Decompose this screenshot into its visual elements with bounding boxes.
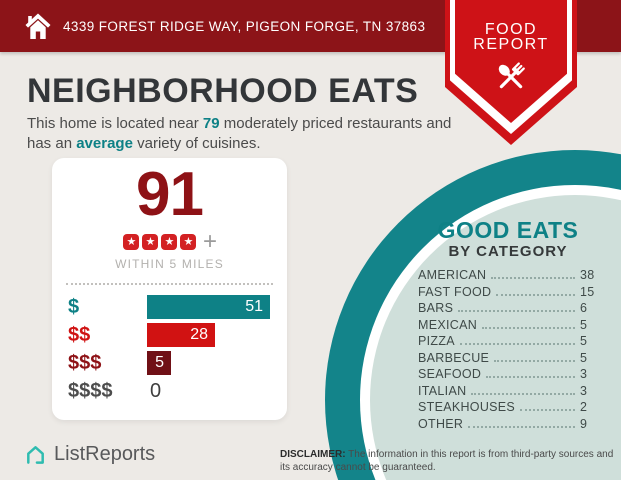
- bar: 0: [147, 379, 161, 403]
- category-row: MEXICAN 5: [418, 317, 588, 332]
- page-title: NEIGHBORHOOD EATS: [27, 72, 419, 110]
- star-icon: ★: [123, 234, 140, 250]
- bar: 5: [147, 351, 171, 375]
- bar-value: 28: [190, 326, 208, 343]
- category-row: STEAKHOUSES 2: [418, 400, 588, 414]
- summary-text: This home is located near 79 moderately …: [27, 114, 451, 154]
- disclaimer: DISCLAIMER: The information in this repo…: [280, 449, 614, 473]
- summary-line-2: has an average variety of cuisines.: [27, 135, 261, 152]
- plus-sign: +: [202, 228, 217, 255]
- badge-label-report: REPORT: [473, 36, 549, 53]
- good-eats-subtitle: BY CATEGORY: [448, 243, 568, 260]
- score-card: 91 ★ ★ ★ ★ + WITHIN 5 MILES $ 51 $$ 28 $$$ …: [52, 158, 287, 420]
- food-score: 91: [136, 160, 204, 229]
- star-icon: ★: [161, 234, 178, 250]
- price-label: $$$$: [68, 379, 113, 402]
- price-label: $$: [68, 323, 91, 346]
- good-eats-panel: GOOD EATS BY CATEGORY AMERICAN 38 FAST FO…: [418, 218, 598, 433]
- bar-value: 51: [245, 298, 263, 315]
- bar-row-dollar2: $$ 28: [68, 323, 287, 347]
- badge-label-food: FOOD: [484, 21, 538, 38]
- star-icon: ★: [142, 234, 159, 250]
- star-icon: ★: [180, 234, 197, 250]
- star-rating: ★ ★ ★ ★ +: [52, 228, 287, 255]
- category-row: OTHER 9: [418, 416, 588, 431]
- dot-leader: [468, 425, 575, 428]
- category-row: BARBECUE 5: [418, 350, 588, 365]
- bar-row-dollar3: $$$ 5: [68, 351, 287, 375]
- radius-caption: WITHIN 5 MILES: [115, 257, 224, 271]
- dot-leader: [496, 293, 575, 296]
- price-label: $$$: [68, 351, 102, 374]
- listreports-house-icon: [27, 446, 44, 464]
- price-tier-bar-chart: $ 51 $$ 28 $$$ 5 $$$$ 0: [52, 295, 287, 403]
- dot-leader: [458, 310, 575, 312]
- spoon-fork-icon: [498, 62, 525, 89]
- dot-leader: [520, 409, 575, 411]
- restaurant-count: 79: [202, 115, 220, 132]
- category-row: SEAFOOD 3: [418, 367, 588, 381]
- summary-line-1: This home is located near 79 moderately …: [27, 115, 452, 132]
- dot-leader: [482, 326, 575, 329]
- category-row: BARS 6: [418, 301, 588, 315]
- dot-leader: [486, 376, 575, 378]
- disclaimer-label: DISCLAIMER:: [280, 449, 346, 460]
- bar-row-dollar: $ 51: [68, 295, 287, 319]
- bar: 51: [147, 295, 270, 319]
- category-row: AMERICAN 38: [418, 268, 595, 282]
- category-row: FAST FOOD 15: [418, 284, 595, 299]
- bar-value: 5: [155, 354, 164, 371]
- listreports-logo: ListReports: [24, 443, 155, 466]
- good-eats-title: GOOD EATS: [437, 217, 579, 243]
- bar: 28: [147, 323, 215, 347]
- dotted-divider: [66, 283, 273, 285]
- bar-value: 0: [150, 379, 162, 402]
- property-address: 4339 FOREST RIDGE WAY, PIGEON FORGE, TN …: [63, 18, 426, 34]
- listreports-wordmark: ListReports: [54, 443, 156, 465]
- bar-row-dollar4: $$$$ 0: [68, 379, 287, 403]
- dot-leader: [491, 277, 575, 279]
- house-icon: [25, 13, 51, 39]
- price-label: $: [68, 295, 80, 318]
- category-row: PIZZA 5: [418, 334, 588, 348]
- dot-leader: [471, 392, 575, 395]
- dot-leader: [459, 343, 575, 345]
- dot-leader: [494, 359, 575, 362]
- category-list: AMERICAN 38 FAST FOOD 15 BARS 6 MEXICAN 5 PI…: [418, 268, 598, 433]
- category-row: ITALIAN 3: [418, 383, 588, 398]
- variety-rating: average: [76, 135, 133, 152]
